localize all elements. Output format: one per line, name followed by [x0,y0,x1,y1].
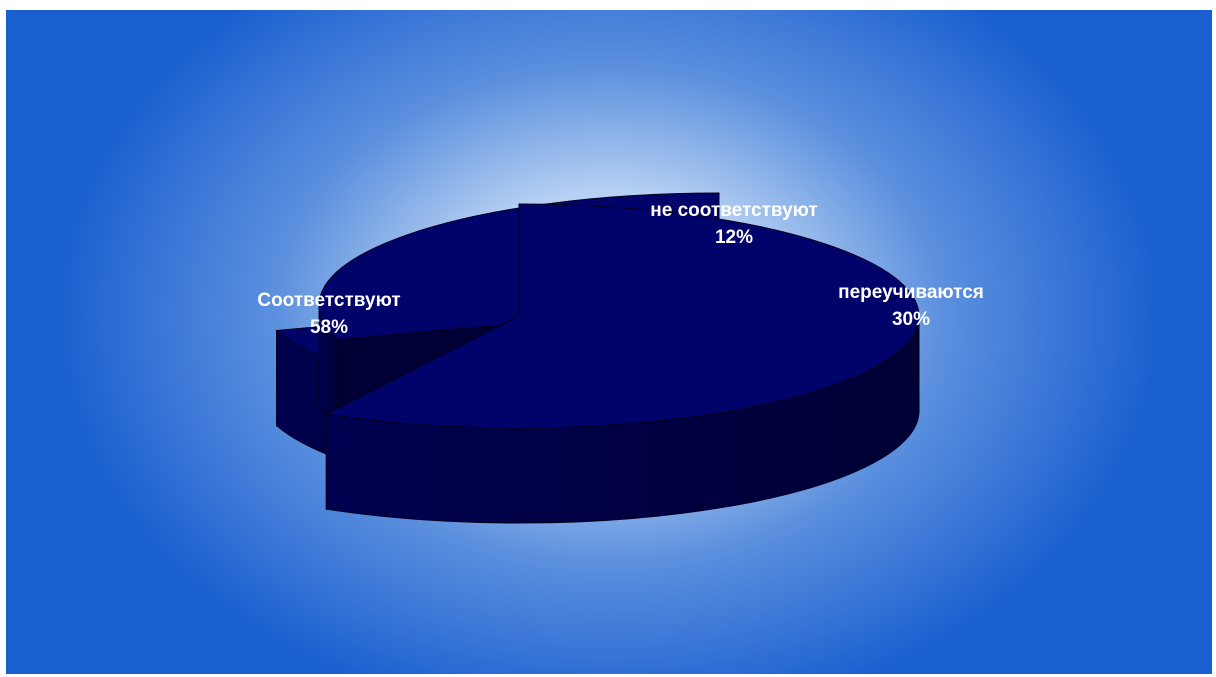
slice-1-top [324,203,920,429]
slice-2-value-label: 12% [715,227,753,248]
slice-1-value-label: 58% [310,317,348,338]
slide-background: Соответствуют 58% не соответствуют 12% переу… [6,10,1212,674]
slice-3-label: переучиваются [838,282,984,303]
slice-1-label: Соответствуют [257,290,400,311]
pie-chart: Соответствуют 58% не соответствуют 12% переу… [257,192,984,524]
slice-3-value-label: 30% [892,309,930,330]
slice-2-label: не соответствуют [650,200,817,221]
pie-slice-1 [324,203,920,524]
